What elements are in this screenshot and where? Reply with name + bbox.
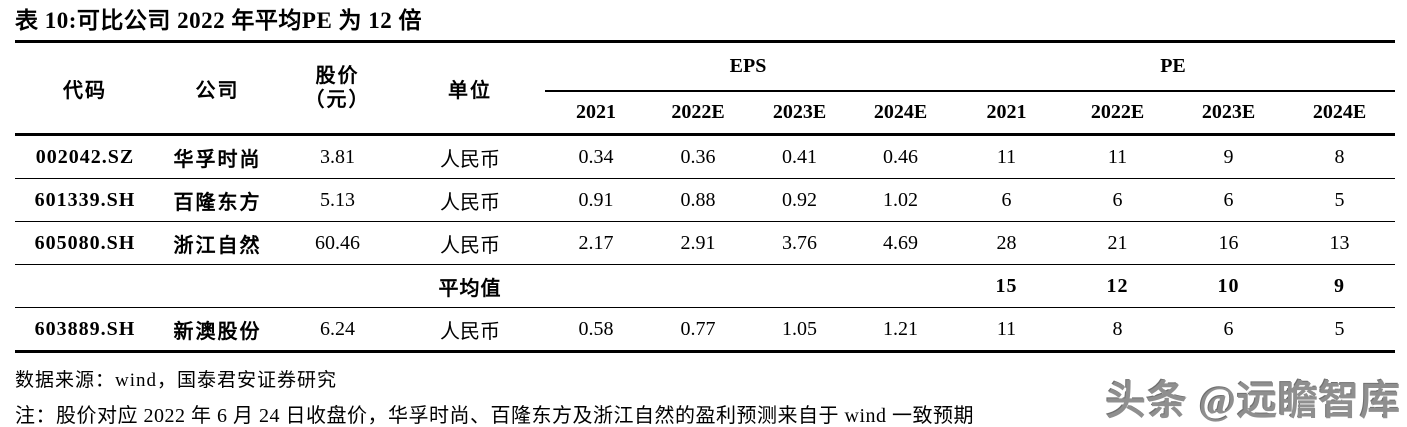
header-years-row: 2021 2022E 2023E 2024E 2021 2022E 2023E …: [15, 91, 1395, 135]
currency-unit: 人民币: [440, 148, 500, 171]
header-pe-2022e: 2022E: [1090, 101, 1145, 123]
eps-2023e: 3.76: [782, 231, 817, 254]
company-name: 新澳股份: [173, 320, 262, 343]
empty-cell: [545, 265, 647, 308]
table-row: 603889.SH 新澳股份 6.24 人民币 0.58 0.77 1.05 1…: [15, 308, 1395, 352]
watermark: 头条 @远瞻智库: [1105, 378, 1401, 423]
eps-2024e: 4.69: [883, 231, 918, 254]
average-label: 平均值: [438, 277, 502, 300]
stock-price: 3.81: [320, 145, 355, 168]
stock-code: 605080.SH: [34, 231, 136, 254]
pe-2024e: 5: [1334, 188, 1345, 211]
eps-2023e: 0.92: [782, 188, 817, 211]
avg-pe-2023e: 10: [1217, 274, 1240, 297]
pe-2023e: 6: [1223, 317, 1234, 340]
empty-cell: [647, 265, 749, 308]
pe-2022e: 6: [1112, 188, 1123, 211]
stock-price: 5.13: [320, 188, 355, 211]
header-price-line2: （元）: [304, 89, 371, 111]
company-name: 百隆东方: [173, 191, 262, 214]
avg-pe-2021: 15: [995, 274, 1018, 297]
eps-2021: 0.58: [578, 317, 614, 340]
empty-cell: [850, 265, 951, 308]
empty-cell: [15, 265, 155, 308]
eps-2022e: 0.88: [680, 188, 716, 211]
stock-code: 603889.SH: [34, 317, 136, 340]
footnote: 注：股价对应 2022 年 6 月 24 日收盘价，华孚时尚、百隆东方及浙江自然…: [15, 405, 974, 427]
header-pe-2023e: 2023E: [1201, 101, 1256, 123]
eps-2021: 0.91: [578, 188, 614, 211]
header-eps-2024e: 2024E: [873, 101, 928, 123]
header-eps-2022e: 2022E: [671, 101, 725, 123]
company-name: 华孚时尚: [173, 148, 262, 171]
header-price: 股价 （元）: [280, 42, 395, 135]
pe-2024e: 13: [1329, 231, 1350, 254]
eps-2022e: 0.36: [680, 145, 716, 168]
pe-2024e: 5: [1334, 317, 1345, 340]
pe-2023e: 6: [1223, 188, 1234, 211]
table-row: 601339.SH 百隆东方 5.13 人民币 0.91 0.88 0.92 1…: [15, 179, 1395, 222]
currency-unit: 人民币: [440, 234, 500, 257]
eps-2022e: 2.91: [680, 231, 716, 254]
pe-2023e: 9: [1223, 145, 1234, 168]
pe-2024e: 8: [1334, 145, 1345, 168]
company-name: 浙江自然: [173, 234, 262, 257]
stock-code: 002042.SZ: [35, 145, 135, 168]
header-pe-2021: 2021: [986, 101, 1027, 123]
table-header: 代码 公司 股价 （元） 单位 EPS PE 2021 2022E 2023E …: [15, 41, 1395, 135]
currency-unit: 人民币: [440, 191, 500, 214]
eps-2022e: 0.77: [680, 317, 716, 340]
header-price-line1: 股价: [315, 65, 360, 87]
pe-2023e: 16: [1218, 231, 1239, 254]
pe-2022e: 21: [1107, 231, 1128, 254]
average-row: 平均值 15 12 10 9: [15, 265, 1395, 308]
empty-cell: [749, 265, 850, 308]
pe-2021: 28: [996, 231, 1017, 254]
header-group-row: 代码 公司 股价 （元） 单位 EPS PE: [15, 41, 1395, 111]
empty-cell: [155, 265, 280, 308]
stock-price: 60.46: [315, 231, 360, 254]
avg-pe-2024e: 9: [1334, 274, 1345, 297]
eps-2021: 0.34: [578, 145, 614, 168]
header-code: 代码: [63, 79, 107, 102]
comparable-companies-table: 代码 公司 股价 （元） 单位 EPS PE 2021 2022E 2023E …: [15, 40, 1395, 353]
pe-2021: 6: [1001, 188, 1012, 211]
eps-2023e: 1.05: [782, 317, 817, 340]
eps-2024e: 1.02: [883, 188, 918, 211]
header-group-eps: EPS: [545, 41, 951, 92]
stock-code: 601339.SH: [34, 188, 136, 211]
header-eps-2021: 2021: [576, 101, 616, 123]
stock-price: 6.24: [320, 317, 355, 340]
header-eps-2023e: 2023E: [772, 101, 827, 123]
eps-2021: 2.17: [578, 231, 614, 254]
data-source-note: 数据来源：wind，国泰君安证券研究: [15, 370, 338, 391]
header-group-pe: PE: [951, 41, 1395, 92]
empty-cell: [280, 265, 395, 308]
header-unit: 单位: [448, 79, 492, 102]
eps-2023e: 0.41: [782, 145, 817, 168]
header-company: 公司: [195, 79, 240, 102]
pe-2022e: 11: [1107, 145, 1128, 168]
eps-2024e: 1.21: [883, 317, 918, 340]
pe-2021: 11: [996, 317, 1017, 340]
avg-pe-2022e: 12: [1106, 274, 1129, 297]
table-row: 002042.SZ 华孚时尚 3.81 人民币 0.34 0.36 0.41 0…: [15, 135, 1395, 179]
header-pe-2024e: 2024E: [1312, 101, 1367, 123]
pe-2022e: 8: [1112, 317, 1123, 340]
pe-2021: 11: [996, 145, 1017, 168]
eps-2024e: 0.46: [883, 145, 918, 168]
table-title: 表 10:可比公司 2022 年平均PE 为 12 倍: [15, 8, 423, 33]
table-body: 002042.SZ 华孚时尚 3.81 人民币 0.34 0.36 0.41 0…: [15, 135, 1395, 352]
table-row: 605080.SH 浙江自然 60.46 人民币 2.17 2.91 3.76 …: [15, 222, 1395, 265]
currency-unit: 人民币: [440, 320, 500, 343]
